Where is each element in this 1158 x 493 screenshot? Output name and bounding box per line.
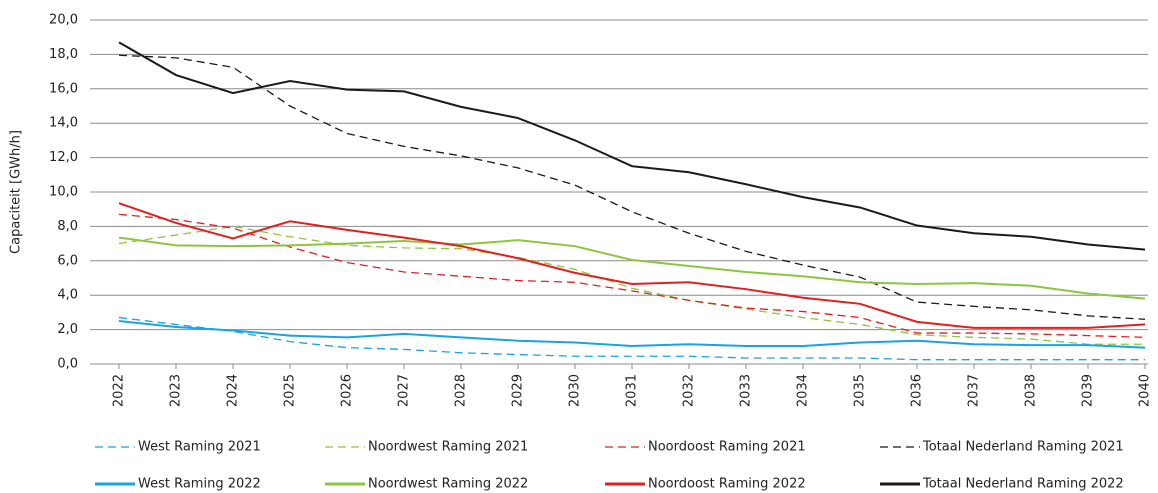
y-tick-label: 16,0	[49, 81, 78, 96]
y-tick-label: 14,0	[49, 116, 78, 131]
y-tick-label: 2,0	[57, 322, 78, 337]
y-tick-label: 18,0	[49, 47, 78, 62]
x-tick-label: 2028	[454, 374, 469, 407]
x-tick-label: 2029	[511, 374, 526, 407]
x-tick-label: 2023	[169, 374, 184, 407]
y-tick-label: 8,0	[57, 219, 78, 234]
legend-label: Noordoost Raming 2021	[648, 440, 806, 455]
x-tick-label: 2039	[1081, 374, 1096, 407]
legend-label: West Raming 2021	[138, 440, 261, 455]
legend-label: Noordoost Raming 2022	[648, 477, 806, 492]
y-tick-label: 12,0	[49, 150, 78, 165]
x-tick-label: 2032	[682, 374, 697, 407]
legend-label: Noordwest Raming 2022	[368, 477, 528, 492]
x-tick-label: 2035	[853, 374, 868, 407]
y-tick-label: 10,0	[49, 185, 78, 200]
y-tick-label: 0,0	[57, 357, 78, 372]
x-tick-label: 2036	[910, 374, 925, 407]
y-axis-label: Capaciteit [GWh/h]	[9, 130, 24, 254]
series-line	[118, 225, 1145, 345]
x-tick-label: 2022	[112, 374, 127, 407]
x-tick-label: 2037	[967, 374, 982, 407]
x-tick-label: 2024	[226, 374, 241, 407]
x-tick-label: 2038	[1024, 374, 1039, 407]
series-line	[118, 320, 1146, 349]
legend-label: West Raming 2022	[138, 477, 261, 492]
series-line	[118, 213, 1146, 338]
y-tick-label: 4,0	[57, 288, 78, 303]
legend-label: Totaal Nederland Raming 2022	[922, 477, 1124, 492]
series-line	[118, 54, 1146, 320]
legend-label: Noordwest Raming 2021	[368, 440, 528, 455]
x-tick-label: 2033	[739, 374, 754, 407]
x-tick-label: 2026	[340, 374, 355, 407]
x-tick-label: 2034	[796, 374, 811, 407]
legend-label: Totaal Nederland Raming 2021	[922, 440, 1124, 455]
x-tick-label: 2027	[397, 374, 412, 407]
x-tick-label: 2040	[1138, 374, 1153, 407]
y-tick-label: 6,0	[57, 253, 78, 268]
series-line	[118, 202, 1146, 329]
series-line	[118, 41, 1146, 251]
series-line	[118, 236, 1146, 300]
series-line	[118, 316, 1145, 361]
y-tick-label: 20,0	[49, 13, 78, 28]
x-tick-label: 2025	[283, 374, 298, 407]
x-tick-label: 2030	[568, 374, 583, 407]
x-tick-label: 2031	[625, 374, 640, 407]
